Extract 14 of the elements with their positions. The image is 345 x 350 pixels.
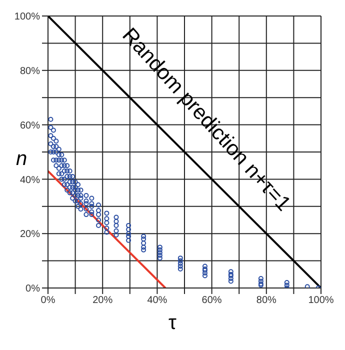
x-tick-label: 0%: [40, 295, 56, 306]
y-tick-label: 80%: [20, 66, 40, 77]
y-tick-label: 20%: [20, 229, 40, 240]
x-tick-label: 100%: [308, 295, 334, 306]
y-tick-label: 60%: [20, 120, 40, 132]
x-tick-label: 20%: [92, 295, 113, 306]
x-tick-label: 60%: [202, 295, 222, 306]
y-tick-label: 40%: [20, 174, 40, 186]
x-axis-title: τ: [168, 312, 178, 335]
y-tick-label: 100%: [14, 12, 40, 23]
y-axis-title: n: [16, 148, 28, 171]
x-tick-label: 40%: [147, 295, 168, 306]
y-tick-label: 0%: [26, 284, 40, 295]
x-tick-label: 80%: [256, 295, 277, 306]
